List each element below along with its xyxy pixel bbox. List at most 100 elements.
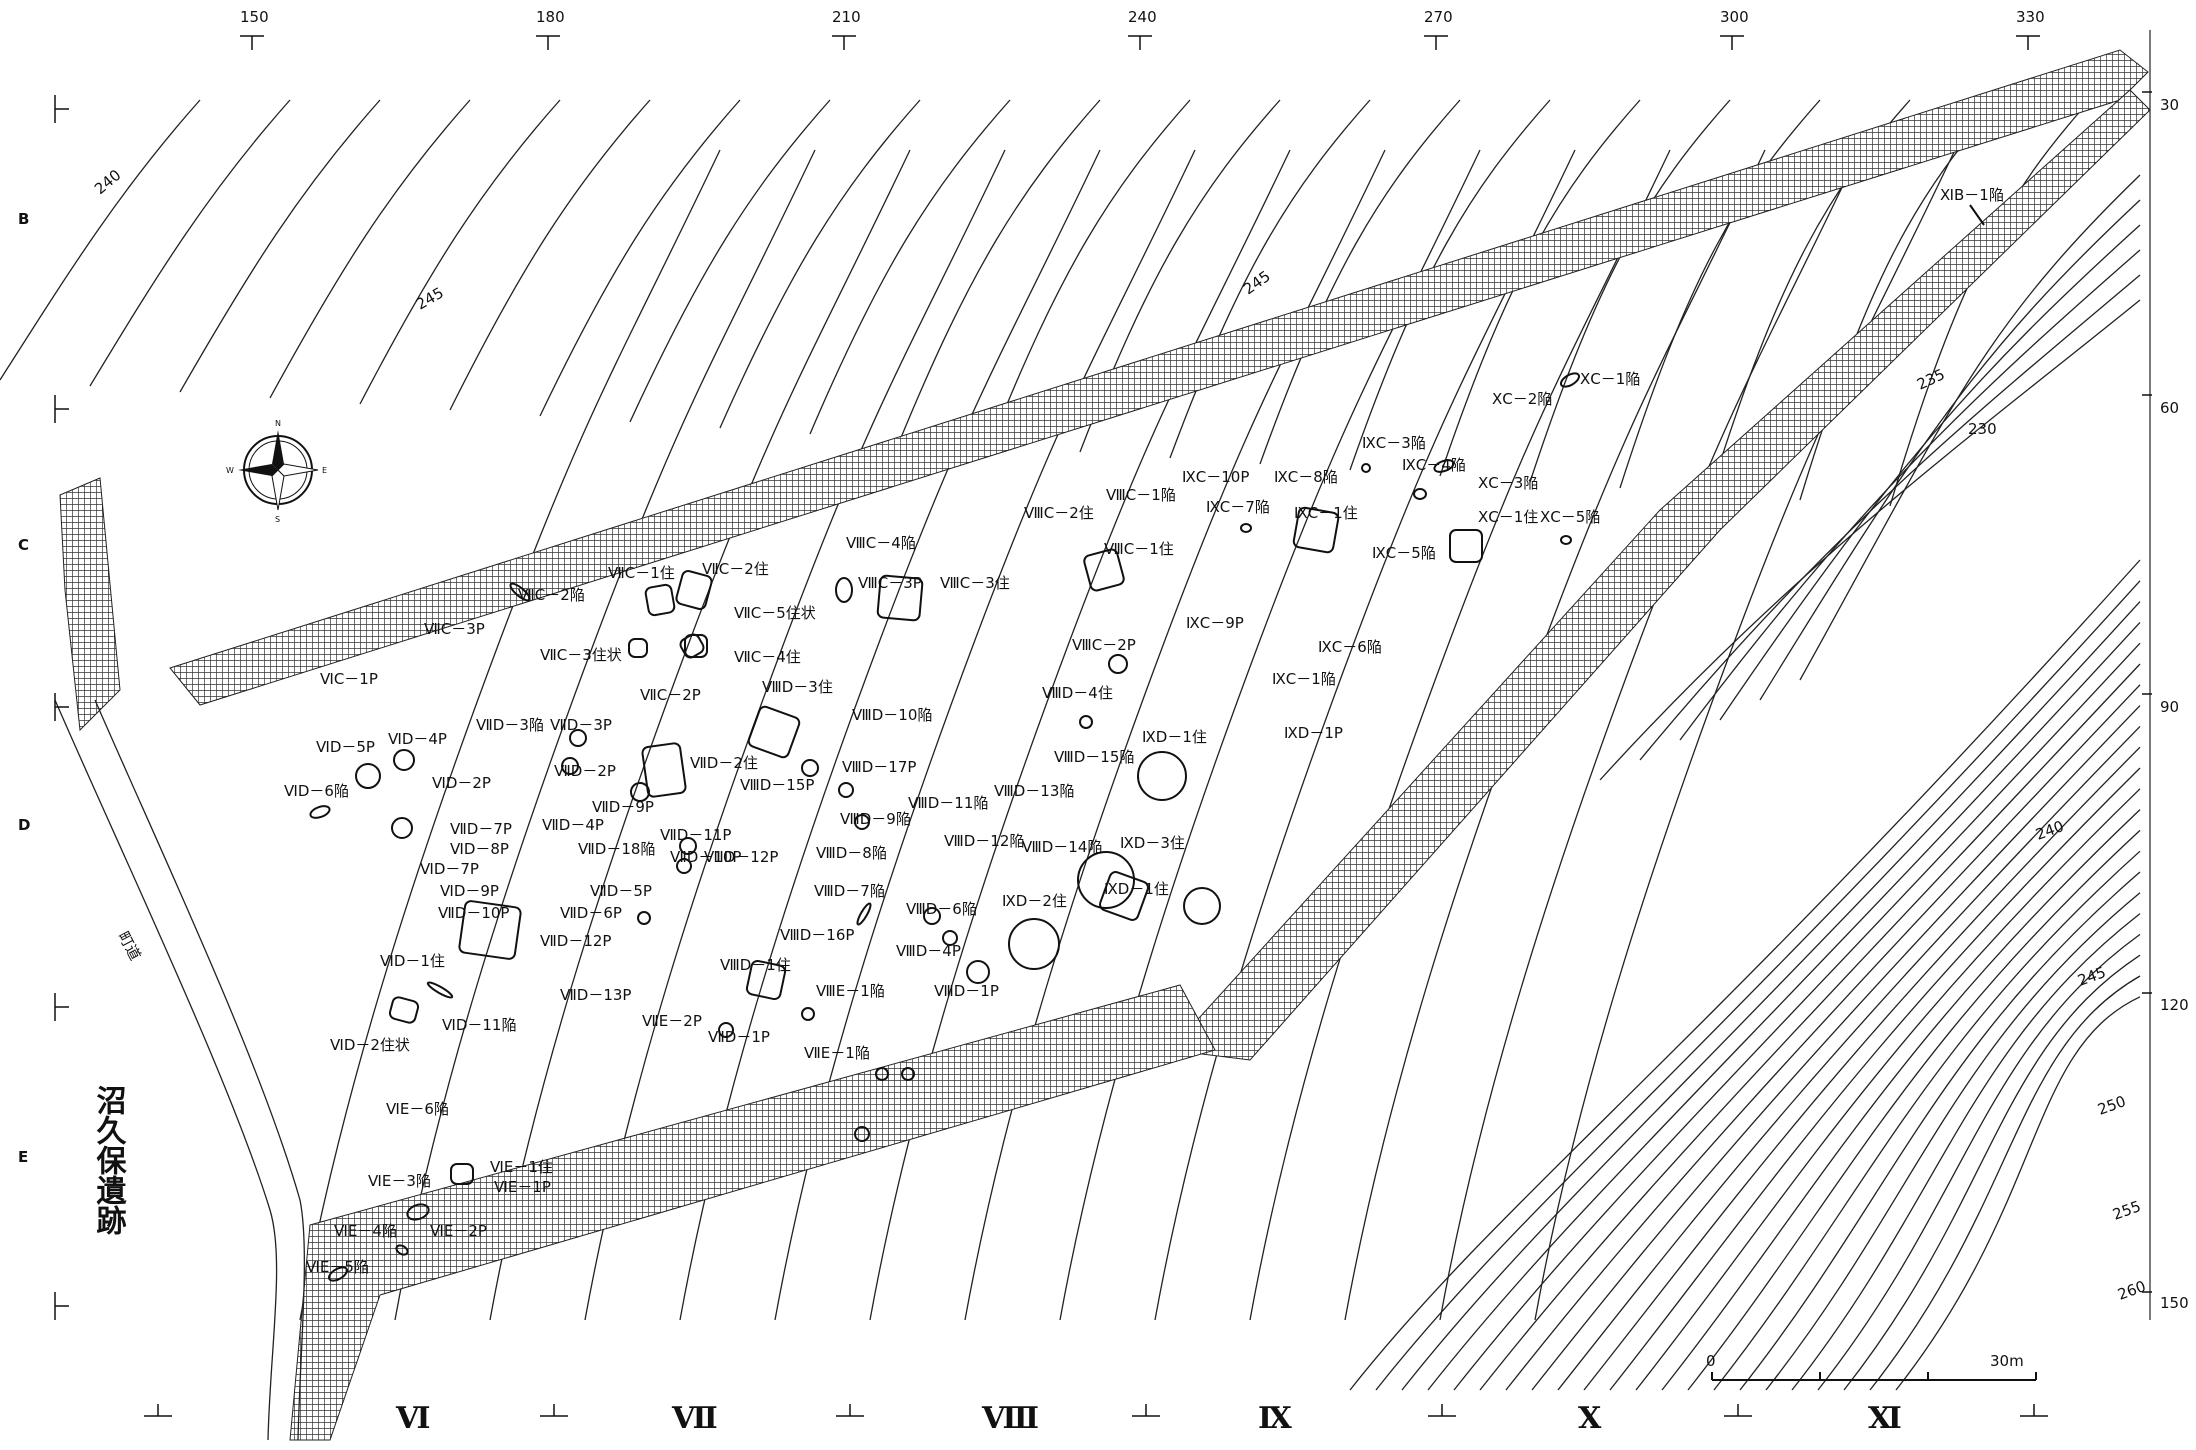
contour-line [1479, 663, 2141, 1391]
feature-label: ⅨD－1住 [1142, 728, 1207, 746]
contour-line [1349, 99, 1551, 471]
feature-label: ⅧD－16P [780, 926, 854, 944]
contour-label: 230 [1968, 420, 1997, 438]
contour-line [1661, 809, 2141, 1391]
contour-line [1529, 99, 1731, 483]
feature-label: ⅥD－1住 [380, 952, 445, 970]
grid-column-label: Ⅺ [1868, 1401, 1902, 1436]
feature-label: ⅦC－1住 [608, 564, 675, 582]
feature-label: ⅨC－6陥 [1318, 638, 1382, 656]
feature-label: ⅧD－15P [740, 776, 814, 794]
contour-line [1557, 725, 2141, 1391]
feature-label: ⅧD－4P [896, 942, 961, 960]
contour-label: 245 [413, 284, 447, 314]
pit-large-symbol [1077, 851, 1135, 909]
feature-label: ⅨC－4陥 [1402, 456, 1466, 474]
contour-line [394, 149, 816, 1321]
pit-symbol [393, 749, 415, 771]
trap-pit-symbol [395, 1244, 409, 1256]
feature-label: ⅦD－3P [550, 716, 612, 734]
feature-label: ⅦD－12P [540, 932, 611, 950]
trap-pit-symbol [835, 577, 853, 603]
feature-label: ⅥD－2P [432, 774, 491, 792]
contour-label: 255 [2110, 1197, 2143, 1224]
feature-label: ⅨD－2住 [1002, 892, 1067, 910]
dwelling-symbol [1099, 871, 1149, 921]
feature-label: ⅧD－1P [934, 982, 999, 1000]
contour-lines [0, 99, 2141, 1391]
trap-pit-symbol [1559, 372, 1581, 388]
right-tick-label: 120 [2160, 996, 2189, 1014]
contour-line [1759, 199, 2141, 701]
pit-large-symbol [1183, 887, 1221, 925]
contour-line [1453, 642, 2141, 1391]
contour-line [989, 99, 1191, 447]
right-axis: 30 60 90 120 150 [2142, 91, 2189, 1312]
dwelling-symbol [450, 1163, 474, 1185]
pit-symbol [1108, 654, 1128, 674]
feature-label: ⅧD－8陥 [816, 844, 887, 862]
right-tick-label: 150 [2160, 1294, 2189, 1312]
pit-symbol [676, 858, 692, 874]
dwelling-symbol [876, 574, 924, 622]
feature-label: ⅥD－6陥 [284, 782, 349, 800]
dwelling-symbol [1449, 529, 1483, 563]
feature-label: ⅧD－3住 [762, 678, 833, 696]
dwelling-symbol [1292, 506, 1340, 554]
feature-label: ⅦC－4住 [734, 648, 801, 666]
right-tick-label: 90 [2160, 698, 2179, 716]
top-tick-label: 330 [2016, 8, 2045, 26]
feature-label: ⅦD－10P [438, 904, 509, 922]
contour-line [809, 99, 1011, 435]
feature-label: ⅨC－3陥 [1362, 434, 1426, 452]
contour-line [1249, 149, 1671, 1321]
trap-pit-symbol [406, 1203, 430, 1221]
grid-column-label: Ⅶ [671, 1401, 718, 1436]
feature-label: ⅩC－1陥 [1580, 370, 1640, 388]
compass-rose: N S E W [226, 419, 327, 524]
contour-line [1401, 601, 2141, 1391]
pit-symbol [854, 814, 870, 830]
trap-pit-symbol [327, 1266, 349, 1282]
trap-pit-symbol [1413, 488, 1427, 500]
boundary-band-north [169, 49, 2149, 706]
contour-line [1791, 913, 2141, 1391]
pit-symbol [838, 782, 854, 798]
contour-label: 250 [2095, 1092, 2128, 1119]
top-tick-label: 240 [1128, 8, 1157, 26]
trap-pit-symbol [309, 805, 331, 819]
compass-s: S [275, 515, 280, 524]
feature-label: ⅥE－2P [430, 1222, 487, 1240]
top-tick-label: 150 [240, 8, 269, 26]
row-letter: E [18, 1148, 28, 1166]
bottom-axis: Ⅵ Ⅶ Ⅷ Ⅸ Ⅹ Ⅺ [144, 1401, 2048, 1436]
trap-pit-symbol [856, 902, 872, 926]
contour-label: 245 [1240, 267, 1274, 298]
top-tick-label: 210 [832, 8, 861, 26]
contour-line [1687, 829, 2141, 1391]
feature-label: ⅨC－1住 [1294, 504, 1358, 522]
feature-label: ⅨD－3住 [1120, 834, 1185, 852]
grid-column-label: Ⅷ [981, 1401, 1039, 1436]
feature-label: ⅦD－18陥 [578, 840, 655, 858]
trap-pit-symbol [509, 582, 531, 602]
trap-pit-symbol [1240, 523, 1252, 533]
pit-symbol [355, 763, 381, 789]
pit-large-symbol [1137, 751, 1187, 801]
feature-label: ⅨD－1P [1284, 724, 1343, 742]
feature-label: ⅨC－8陥 [1274, 468, 1338, 486]
dwelling-symbol [388, 996, 420, 1024]
feature-label: ⅦD－5P [590, 882, 652, 900]
feature-label: ⅥD－8P [450, 840, 509, 858]
dwelling-symbol [747, 705, 801, 759]
contour-line [1739, 871, 2141, 1391]
row-letter: D [18, 816, 30, 834]
feature-label: ⅦC－5住状 [734, 604, 816, 622]
trap-pit-symbol [426, 981, 454, 999]
feature-label: ⅧD－10陥 [852, 706, 932, 724]
dwelling-symbol [644, 583, 676, 617]
contour-line [1713, 850, 2141, 1391]
scale-end: 30m [1990, 1352, 2024, 1370]
feature-label: ⅪB－1陥 [1940, 186, 2004, 204]
